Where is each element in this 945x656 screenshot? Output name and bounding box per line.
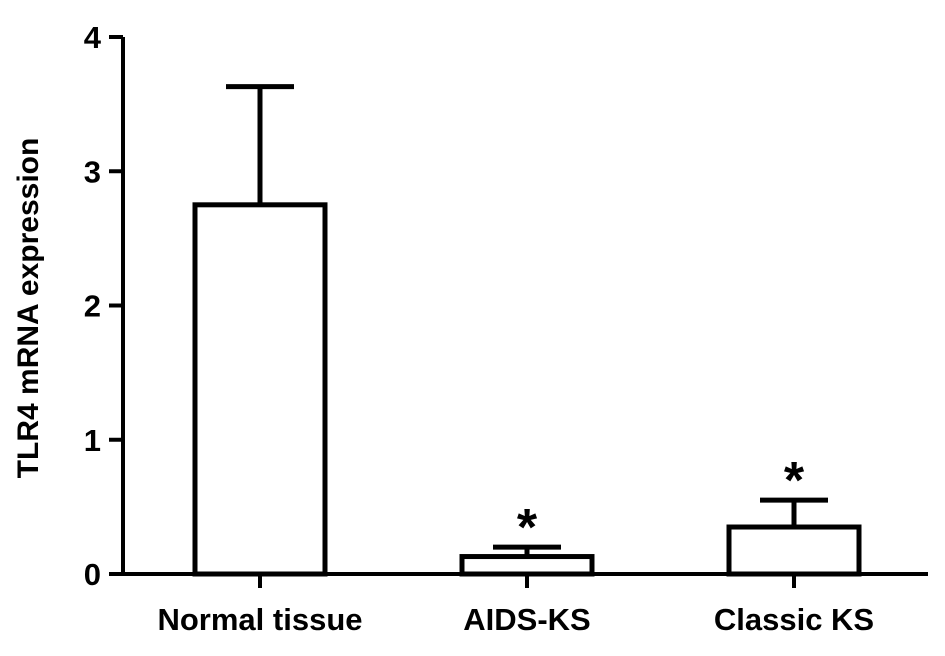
x-tick-label: Classic KS bbox=[714, 602, 874, 637]
y-axis-title: TLR4 mRNA expression bbox=[12, 138, 45, 479]
significance-marker: * bbox=[784, 452, 805, 510]
y-tick-label: 1 bbox=[84, 423, 101, 458]
y-tick-label: 2 bbox=[84, 289, 101, 324]
bar bbox=[726, 524, 862, 577]
y-tick-label: 4 bbox=[84, 20, 102, 55]
bars bbox=[192, 84, 862, 577]
labels: TLR4 mRNA expression Normal tissue AIDS-K… bbox=[12, 138, 874, 637]
bar bbox=[459, 554, 595, 577]
x-tick-label: AIDS-KS bbox=[463, 602, 590, 637]
y-tick-label: 0 bbox=[84, 557, 101, 592]
bar bbox=[192, 202, 328, 577]
x-tick-label: Normal tissue bbox=[157, 602, 362, 637]
y-tick-label: 3 bbox=[84, 154, 101, 189]
significance-marker: * bbox=[517, 499, 538, 557]
